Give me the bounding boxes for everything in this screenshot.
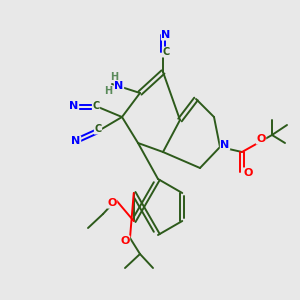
Text: N: N (161, 30, 171, 40)
Text: O: O (107, 198, 117, 208)
Text: N: N (220, 140, 230, 150)
Text: C: C (92, 101, 100, 111)
Text: O: O (256, 134, 266, 144)
Text: N: N (114, 81, 124, 91)
Text: C: C (94, 124, 102, 134)
Text: N: N (71, 136, 81, 146)
Text: H: H (110, 72, 118, 82)
Text: N: N (69, 101, 79, 111)
Text: H: H (104, 86, 112, 96)
Text: C: C (162, 47, 169, 57)
Text: O: O (243, 168, 253, 178)
Text: O: O (120, 236, 130, 246)
